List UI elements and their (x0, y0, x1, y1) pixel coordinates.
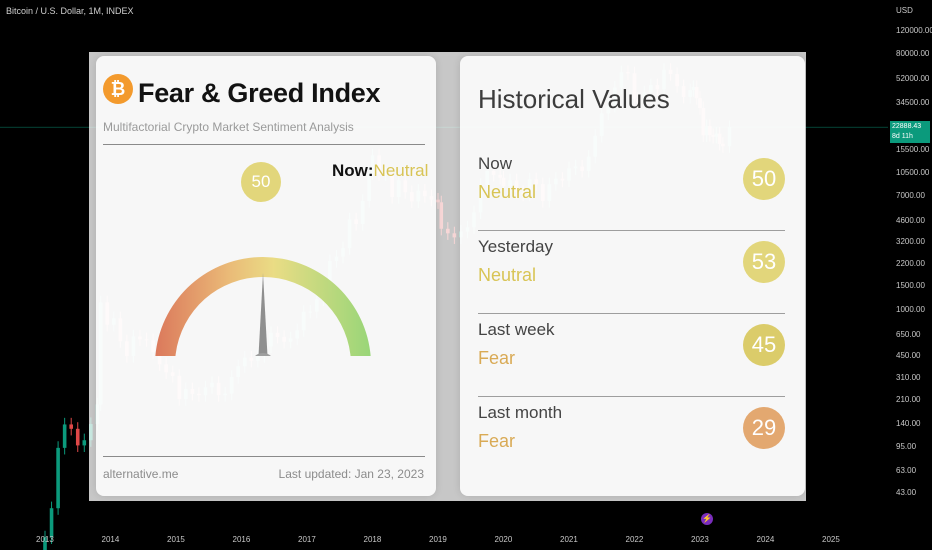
divider (103, 456, 425, 457)
gauge-needle (258, 273, 268, 356)
x-tick-label: 2019 (429, 535, 447, 544)
fear-greed-title: Fear & Greed Index (138, 78, 381, 108)
gauge-hub (255, 353, 271, 356)
historical-row: Now Neutral 50 (478, 148, 785, 231)
historical-row-value-badge: 53 (743, 241, 785, 283)
y-tick-label: 7000.00 (896, 191, 925, 201)
y-tick-label: 210.00 (896, 395, 921, 405)
last-price-value: 22888.43 (892, 123, 922, 130)
x-tick-label: 2014 (101, 535, 120, 544)
y-tick-label: 15500.00 (896, 144, 930, 154)
historical-row-value-badge: 29 (743, 407, 785, 449)
x-tick-label: 2022 (625, 535, 644, 544)
y-tick-label: 4600.00 (896, 215, 925, 225)
x-tick-label: 2023 (691, 535, 709, 544)
divider (478, 396, 785, 397)
y-tick-label: 34500.00 (896, 98, 930, 108)
candle-body (56, 447, 60, 509)
candle-body (82, 440, 87, 446)
x-tick-label: 2013 (36, 535, 54, 544)
divider (478, 230, 785, 231)
historical-row-label: Yesterday (478, 237, 553, 256)
historical-row: Last month Fear 29 (478, 397, 785, 480)
site-link[interactable]: alternative.me (103, 467, 179, 481)
y-tick-label: 95.00 (896, 441, 917, 451)
y-tick-label: 52000.00 (896, 74, 930, 84)
gauge-arc (155, 257, 371, 356)
historical-row-label: Last week (478, 320, 555, 339)
y-tick-label: 450.00 (896, 351, 921, 361)
now-label: Now: (332, 161, 374, 180)
historical-title: Historical Values (478, 84, 670, 114)
historical-values-card: Historical Values Now Neutral 50 Yesterday N… (460, 56, 805, 496)
historical-row-classification: Fear (478, 348, 516, 368)
y-tick-label: 1000.00 (896, 304, 925, 314)
y-tick-label: 140.00 (896, 419, 921, 429)
historical-row-value-badge: 50 (743, 158, 785, 200)
historical-row-value-badge: 45 (743, 324, 785, 366)
now-classification: Now:Neutral (332, 161, 428, 181)
fear-greed-subtitle: Multifactorial Crypto Market Sentiment A… (103, 120, 354, 134)
y-tick-label: 43.00 (896, 487, 917, 497)
historical-row-classification: Neutral (478, 182, 537, 202)
candle-body (62, 424, 67, 448)
y-tick-label: 3200.00 (896, 236, 925, 246)
fear-greed-card: ₿ Fear & Greed Index Multifactorial Cryp… (96, 56, 436, 496)
x-tick-label: 2017 (298, 535, 316, 544)
sentiment-gauge: ₿ (155, 257, 371, 356)
x-tick-label: 2024 (756, 535, 775, 544)
y-tick-label: 10500.00 (896, 167, 930, 177)
historical-row-classification: Fear (478, 431, 516, 451)
last-updated: Last updated: Jan 23, 2023 (278, 467, 424, 481)
historical-row-label: Last month (478, 403, 563, 422)
now-value-badge: 50 (241, 162, 281, 202)
historical-row-label: Now (478, 154, 513, 173)
x-tick-label: 2020 (494, 535, 513, 544)
candle-body (49, 508, 54, 538)
y-tick-label: 80000.00 (896, 49, 930, 59)
candle-body (43, 537, 47, 550)
bitcoin-logo-icon: ₿ (103, 74, 133, 104)
historical-row: Last week Fear 45 (478, 314, 785, 397)
x-tick-label: 2021 (560, 535, 578, 544)
candle-body (69, 424, 73, 429)
y-tick-label: 310.00 (896, 372, 921, 382)
x-tick-label: 2015 (167, 535, 185, 544)
y-tick-label: 63.00 (896, 465, 917, 475)
x-tick-label: 2018 (363, 535, 382, 544)
x-tick-label: 2016 (232, 535, 251, 544)
lightning-icon[interactable]: ⚡ (701, 513, 713, 525)
y-tick-label: 1500.00 (896, 280, 925, 290)
bar-countdown: 8d 11h (892, 133, 913, 140)
historical-row-classification: Neutral (478, 265, 537, 285)
divider (103, 144, 425, 145)
historical-row: Yesterday Neutral 53 (478, 231, 785, 314)
now-class: Neutral (373, 161, 429, 180)
currency-label: USD (896, 6, 913, 15)
x-tick-label: 2025 (822, 535, 840, 544)
y-tick-label: 2200.00 (896, 258, 925, 268)
y-tick-label: 120000.00 (896, 25, 932, 35)
candle-body (75, 428, 80, 446)
y-tick-label: 650.00 (896, 329, 921, 339)
chart-symbol-title: Bitcoin / U.S. Dollar, 1M, INDEX (6, 6, 134, 16)
last-price-tag: 22888.43 8d 11h (890, 121, 930, 143)
divider (478, 313, 785, 314)
